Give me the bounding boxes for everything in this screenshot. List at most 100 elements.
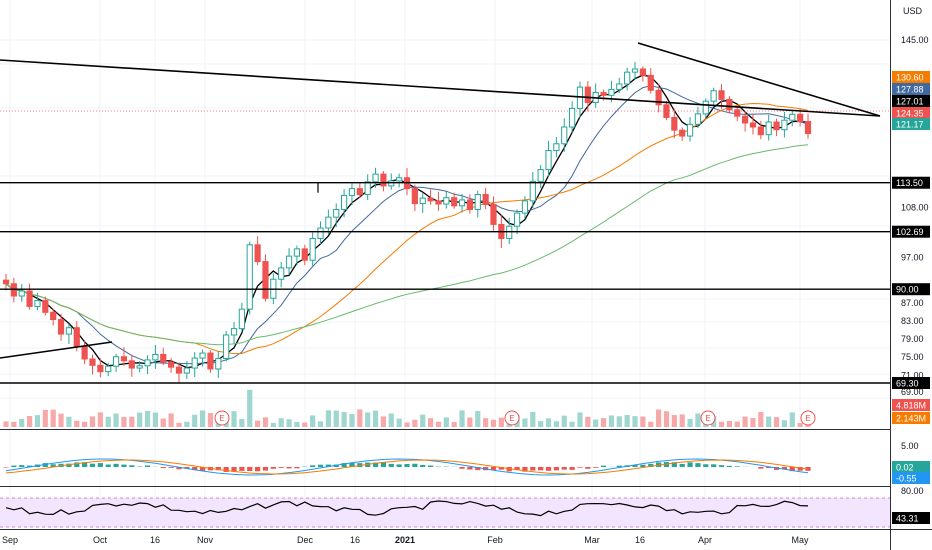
- candle-body[interactable]: [120, 356, 128, 362]
- candle-body[interactable]: [545, 150, 552, 171]
- candle-body[interactable]: [773, 121, 780, 131]
- candle-body[interactable]: [741, 115, 749, 124]
- candle-body[interactable]: [482, 194, 489, 205]
- candle-body[interactable]: [65, 327, 73, 335]
- candle-body[interactable]: [238, 308, 245, 330]
- candle-body[interactable]: [631, 68, 639, 73]
- candle-body[interactable]: [663, 104, 670, 118]
- candle-body[interactable]: [89, 358, 96, 366]
- candle-body[interactable]: [458, 199, 466, 207]
- candle-body[interactable]: [686, 123, 694, 137]
- candle-body[interactable]: [474, 194, 481, 210]
- candle-body[interactable]: [529, 180, 536, 202]
- candle-body[interactable]: [419, 197, 426, 205]
- candles[interactable]: [2, 62, 812, 383]
- candle-body[interactable]: [490, 203, 497, 225]
- candle-body[interactable]: [223, 334, 230, 360]
- candle-body[interactable]: [168, 361, 175, 368]
- candle-body[interactable]: [144, 359, 151, 367]
- candle-body[interactable]: [380, 173, 387, 187]
- candle-body[interactable]: [372, 173, 379, 183]
- candle-body[interactable]: [293, 248, 301, 257]
- currency-label[interactable]: USD: [903, 6, 923, 16]
- earnings-marker-label[interactable]: E: [219, 414, 224, 423]
- candle-body[interactable]: [356, 188, 363, 196]
- candle-body[interactable]: [317, 227, 324, 239]
- candle-body[interactable]: [466, 199, 474, 210]
- candle-body[interactable]: [694, 113, 702, 125]
- candle-body[interactable]: [152, 353, 159, 361]
- candle-body[interactable]: [215, 358, 222, 370]
- candle-body[interactable]: [443, 197, 450, 205]
- candle-body[interactable]: [325, 216, 332, 229]
- candle-body[interactable]: [521, 200, 529, 214]
- candle-body[interactable]: [624, 71, 631, 85]
- candle-body[interactable]: [427, 197, 434, 202]
- candle-body[interactable]: [364, 181, 371, 196]
- earnings-marker-label[interactable]: E: [509, 414, 514, 423]
- candle-body[interactable]: [191, 357, 198, 369]
- horizontal-levels[interactable]: [0, 182, 890, 384]
- candle-body[interactable]: [81, 345, 88, 360]
- candle-body[interactable]: [616, 83, 623, 90]
- candle-body[interactable]: [435, 200, 442, 205]
- candle-body[interactable]: [285, 255, 293, 269]
- earnings-marker-icon[interactable]: [700, 410, 716, 426]
- candle-body[interactable]: [2, 279, 10, 285]
- earnings-marker-icon[interactable]: [214, 410, 230, 426]
- candle-body[interactable]: [647, 74, 654, 91]
- earnings-marker-label[interactable]: E: [705, 414, 710, 423]
- candle-body[interactable]: [537, 169, 544, 182]
- support-trendline[interactable]: [0, 341, 113, 359]
- candle-body[interactable]: [207, 352, 214, 370]
- candle-body[interactable]: [199, 352, 206, 359]
- candle-body[interactable]: [789, 113, 796, 121]
- descending-trendline[interactable]: [0, 59, 881, 117]
- candle-body[interactable]: [679, 129, 686, 137]
- candle-body[interactable]: [57, 319, 65, 335]
- candle-body[interactable]: [411, 188, 418, 205]
- candle-body[interactable]: [396, 177, 403, 182]
- candle-body[interactable]: [608, 88, 615, 96]
- candle-body[interactable]: [175, 366, 183, 374]
- candle-body[interactable]: [42, 300, 49, 313]
- candle-body[interactable]: [26, 290, 33, 307]
- candle-body[interactable]: [797, 113, 804, 123]
- candle-body[interactable]: [513, 212, 521, 227]
- candle-body[interactable]: [451, 197, 458, 207]
- candle-body[interactable]: [301, 248, 308, 261]
- candle-body[interactable]: [765, 121, 772, 136]
- candle-body[interactable]: [128, 360, 135, 369]
- candle-body[interactable]: [34, 300, 41, 307]
- candle-body[interactable]: [160, 353, 167, 363]
- candle-body[interactable]: [749, 122, 757, 128]
- candle-body[interactable]: [718, 90, 725, 100]
- candle-body[interactable]: [553, 143, 560, 152]
- candle-body[interactable]: [348, 188, 356, 196]
- candle-body[interactable]: [136, 365, 143, 369]
- candle-body[interactable]: [183, 367, 190, 374]
- candle-body[interactable]: [309, 237, 316, 261]
- earnings-marker-icon[interactable]: [800, 410, 816, 426]
- candle-body[interactable]: [112, 356, 120, 367]
- candle-body[interactable]: [655, 89, 662, 106]
- candle-body[interactable]: [18, 290, 25, 297]
- candle-body[interactable]: [781, 119, 788, 131]
- candle-body[interactable]: [262, 261, 269, 299]
- candle-body[interactable]: [246, 244, 253, 310]
- candle-body[interactable]: [278, 267, 285, 280]
- candle-body[interactable]: [333, 208, 340, 218]
- candle-body[interactable]: [584, 86, 591, 104]
- earnings-marker-label[interactable]: E: [805, 414, 810, 423]
- candle-body[interactable]: [340, 194, 348, 210]
- upper-trendline[interactable]: [637, 42, 881, 117]
- candle-body[interactable]: [97, 364, 104, 373]
- candle-body[interactable]: [639, 68, 646, 76]
- candle-body[interactable]: [50, 311, 57, 321]
- candle-body[interactable]: [561, 126, 568, 145]
- candle-body[interactable]: [702, 100, 709, 115]
- candle-body[interactable]: [726, 98, 733, 111]
- candle-body[interactable]: [710, 90, 717, 102]
- candle-body[interactable]: [804, 121, 812, 135]
